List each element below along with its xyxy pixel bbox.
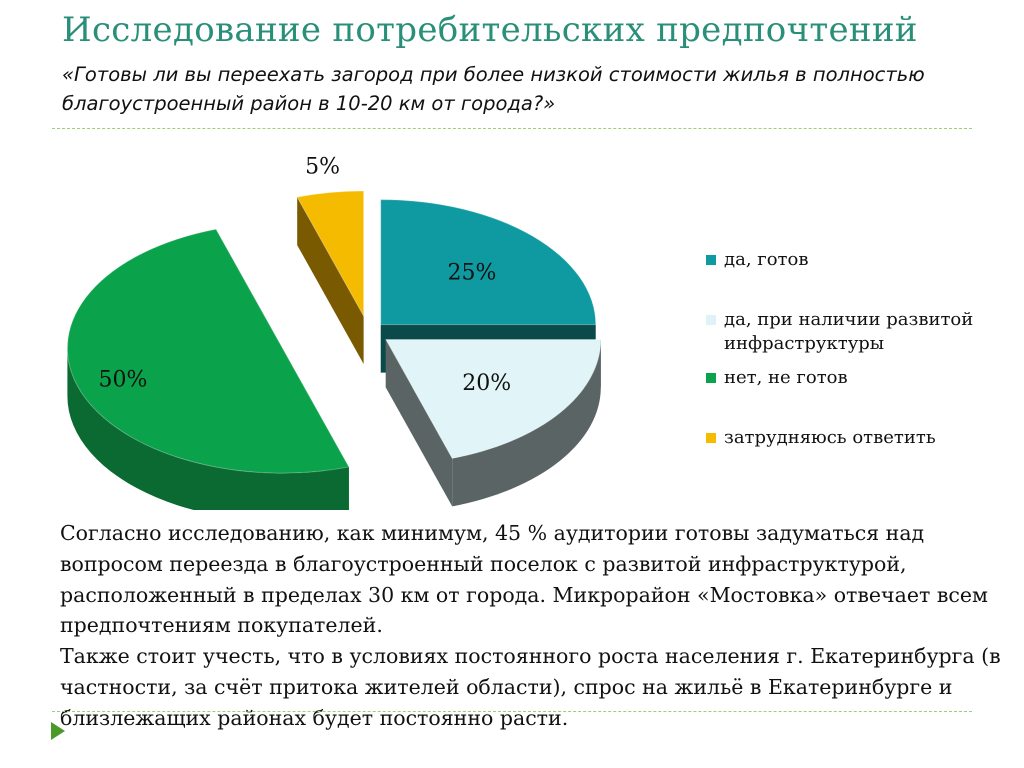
legend-label: нет, не готов [724,367,848,388]
legend-swatch [706,315,716,325]
legend-item-да-при-наличии-развитой-инфраструктуры: да, при наличии развитой инфраструктуры [706,308,1016,356]
pie-chart: 25% 20% 50% 5% да, готов да, при наличии раз… [0,140,1024,522]
top-divider [52,128,972,129]
data-label-да-готов: 25% [447,261,496,286]
pie-slice-нет-не-готов [66,228,350,522]
data-label-затрудняюсь-ответить: 5% [305,154,340,179]
legend-item-нет-не-готов: нет, не готов [706,366,1016,390]
legend-item-да-готов: да, готов [706,248,1016,272]
legend-item-затрудняюсь-ответить: затрудняюсь ответить [706,426,1016,450]
body-paragraph-1: Согласно исследованию, как минимум, 45 %… [60,521,988,638]
legend-swatch [706,373,716,383]
triangle-right-icon[interactable] [50,721,66,741]
data-label-нет-не-готов: 50% [98,367,147,392]
pie-slice-затрудняюсь-ответить [296,190,365,364]
body-paragraph-2: Также стоит учесть, что в условиях посто… [60,644,1001,730]
body-text: Согласно исследованию, как минимум, 45 %… [60,518,1020,734]
page-title: Исследование потребительских предпочтени… [62,10,918,50]
legend-swatch [706,433,716,443]
legend-label: затрудняюсь ответить [724,427,936,448]
data-label-да-при-наличии-развитой-инфраструктуры: 20% [462,371,511,396]
legend-label: да, готов [724,249,809,270]
bottom-divider [52,711,972,712]
legend-swatch [706,255,716,265]
pie-slice-да-при-наличии-развитой-инфраструктуры [384,339,602,507]
pie-chart-svg: 25% 20% 50% 5% [66,154,602,522]
question-subtitle: «Готовы ли вы переехать загород при боле… [62,63,925,115]
legend-label: да, при наличии развитой инфраструктуры [724,309,974,354]
